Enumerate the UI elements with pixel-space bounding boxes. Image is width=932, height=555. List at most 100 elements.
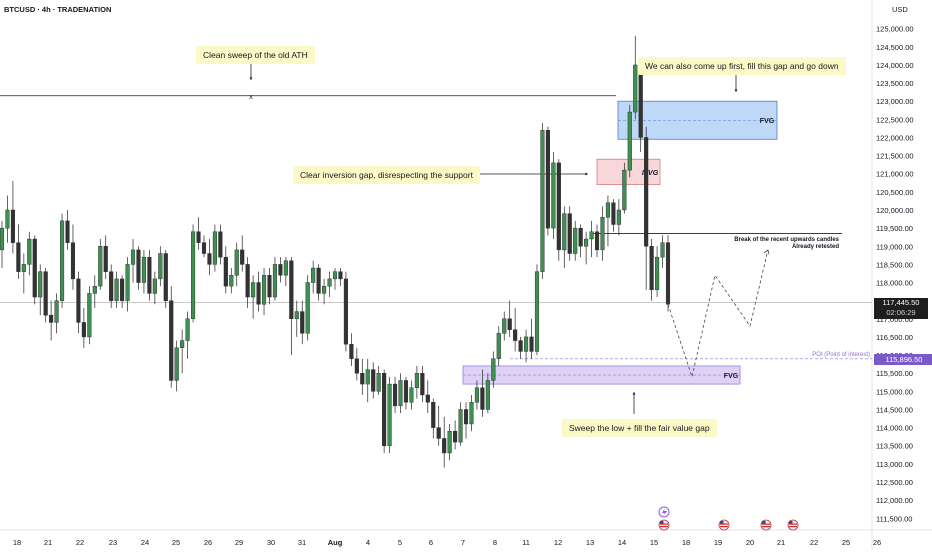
x-tick-label: 4 — [366, 538, 370, 547]
y-tick-label: 117,000.00 — [876, 315, 913, 324]
candle-up — [322, 285, 327, 294]
candle-down — [267, 275, 272, 298]
candle-up — [98, 246, 103, 287]
candle-down — [360, 373, 365, 385]
projection-layer — [667, 249, 770, 379]
candle-down — [245, 264, 250, 298]
y-tick-label: 115,500.00 — [876, 369, 913, 378]
candle-up — [540, 130, 545, 272]
y-tick-label: 118,500.00 — [876, 260, 913, 269]
y-tick-label: 114,500.00 — [876, 405, 913, 414]
candle-down — [223, 256, 228, 287]
event-layer — [658, 506, 799, 531]
x-tick-label: 20 — [746, 538, 754, 547]
candle-down — [349, 343, 354, 359]
x-tick-label: 29 — [235, 538, 243, 547]
candle-down — [529, 336, 534, 352]
candle-down — [638, 64, 643, 138]
y-tick-label: 114,000.00 — [876, 424, 913, 433]
candle-up — [469, 402, 474, 425]
y-tick-label: 124,500.00 — [876, 43, 914, 52]
currency-label: USD — [892, 5, 908, 14]
candle-up — [261, 275, 267, 305]
candle-up — [38, 271, 43, 298]
us-flag-stripe — [789, 526, 797, 528]
candle-up — [409, 387, 414, 403]
callout-sweep-low: Sweep the low + fill the fair value gap — [562, 419, 717, 437]
candle-up — [458, 409, 463, 443]
poi-label: POI (Point of interest) — [812, 352, 870, 358]
zone-label: IFVG — [642, 170, 659, 177]
break-note-line1: Break of the recent upwards candles — [734, 237, 839, 243]
candle-up — [234, 249, 239, 276]
x-tick-label: 11 — [522, 538, 530, 547]
countdown-value: 02:06:29 — [886, 308, 916, 317]
candle-down — [354, 358, 359, 374]
x-tick-label: 25 — [842, 538, 850, 547]
us-flag-canton — [762, 521, 766, 524]
y-tick-label: 124,000.00 — [876, 61, 914, 70]
callout-inversion-gap: Clear inversion gap, disrespecting the s… — [293, 166, 480, 184]
us-flag-stripe — [762, 523, 770, 525]
candle-down — [16, 242, 21, 272]
candle-up — [180, 340, 185, 349]
y-tick-label: 116,500.00 — [876, 333, 913, 342]
x-tick-label: 19 — [714, 538, 722, 547]
x-tick-label: 23 — [109, 538, 117, 547]
candle-down — [163, 253, 168, 301]
candle-up — [174, 347, 179, 381]
candle-down — [578, 227, 583, 247]
x-tick-label: 6 — [429, 538, 433, 547]
candle-up — [655, 256, 660, 290]
y-tick-label: 111,500.00 — [876, 514, 912, 523]
x-tick-label: 13 — [586, 538, 594, 547]
y-tick-label: 119,500.00 — [876, 224, 913, 233]
y-tick-label: 112,500.00 — [876, 478, 913, 487]
candle-up — [332, 271, 338, 280]
candle-down — [545, 130, 550, 229]
us-flag-stripe — [660, 526, 668, 528]
candle-up — [272, 264, 278, 298]
callout-arrowhead — [632, 392, 636, 395]
candle-up — [551, 162, 556, 229]
candle-up — [327, 278, 332, 287]
candle-up — [283, 260, 288, 276]
candle-up — [524, 336, 529, 352]
candle-up — [27, 238, 32, 265]
break-note-line2: Already retested — [791, 244, 839, 250]
candle-down — [442, 438, 447, 454]
y-tick-label: 113,000.00 — [876, 460, 913, 469]
candle-down — [480, 387, 485, 410]
candle-up — [474, 387, 479, 403]
candle-up — [376, 373, 381, 392]
x-tick-label: Aug — [328, 538, 343, 547]
candle-down — [513, 329, 518, 341]
lightning-glyph — [662, 508, 667, 517]
candle-down — [65, 220, 70, 243]
level-layer: x POI (Point of interest) — [0, 63, 872, 414]
candle-up — [130, 249, 136, 265]
zone-label: FVG — [760, 118, 775, 125]
us-flag-stripe — [660, 523, 668, 525]
candle-down — [300, 311, 305, 334]
candle-down — [649, 246, 654, 290]
candle-down — [196, 231, 201, 243]
candle-down — [49, 314, 54, 323]
callout-ath-sweep: Clean sweep of the old ATH — [196, 46, 315, 64]
candle-up — [534, 271, 540, 352]
candle-up — [59, 220, 65, 301]
candle-up — [398, 380, 403, 407]
candle-up — [92, 285, 97, 294]
candle-down — [507, 318, 512, 330]
candle-up — [589, 231, 594, 240]
candle-down — [453, 431, 458, 443]
candle-down — [240, 249, 245, 265]
candle-down — [136, 249, 141, 283]
x-tick-label: 25 — [172, 538, 180, 547]
candle-down — [611, 202, 616, 225]
candle-down — [147, 256, 152, 294]
candle-down — [10, 209, 15, 243]
break-note: Break of the recent upwards candles Alre… — [700, 237, 839, 251]
